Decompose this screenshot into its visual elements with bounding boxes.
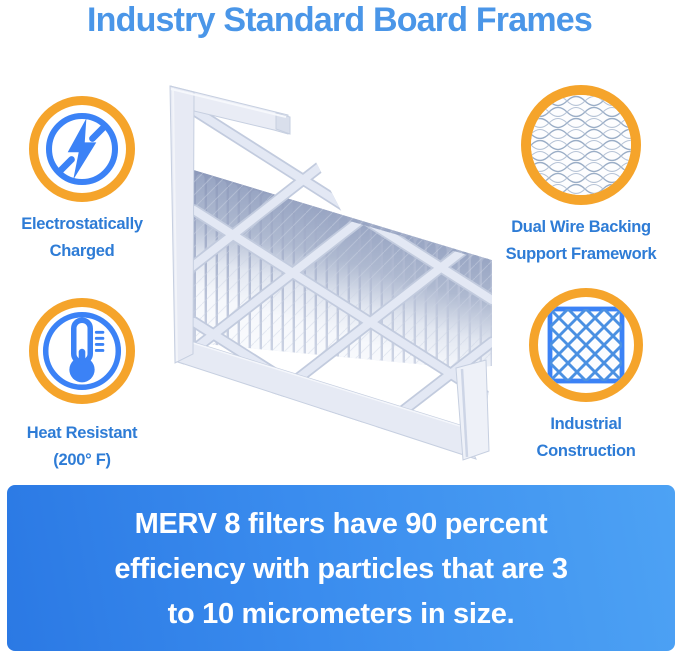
feature-label-line: Construction — [536, 442, 636, 460]
lightning-icon — [29, 96, 135, 202]
banner-line: efficiency with particles that are 3 — [114, 553, 568, 585]
banner-line: MERV 8 filters have 90 percent — [134, 508, 548, 540]
banner-line: to 10 micrometers in size. — [167, 598, 515, 630]
feature-dual-wire-backing: Dual Wire Backing Support Framework — [500, 85, 662, 268]
feature-label-line: Heat Resistant — [26, 424, 138, 442]
feature-label-line: Electrostatically — [21, 215, 143, 233]
feature-heat-resistant: Heat Resistant (200° F) — [4, 298, 160, 474]
lattice-grid-icon — [529, 288, 643, 402]
feature-industrial-construction: Industrial Construction — [505, 288, 667, 465]
page-title: Industry Standard Board Frames — [86, 1, 593, 39]
feature-label: Dual Wire Backing Support Framework — [500, 214, 662, 268]
thermometer-icon — [29, 298, 135, 404]
feature-label: Industrial Construction — [505, 411, 667, 465]
wire-mesh-icon — [521, 85, 641, 205]
feature-label-line: Charged — [49, 242, 115, 260]
board-frame — [169, 85, 490, 461]
info-banner: MERV 8 filters have 90 percent efficienc… — [7, 485, 675, 651]
feature-label-line: Industrial — [550, 415, 622, 433]
feature-electrostatically-charged: Electrostatically Charged — [4, 96, 160, 265]
product-image — [169, 85, 492, 461]
feature-label-line: Dual Wire Backing — [511, 218, 651, 236]
feature-label-line: (200° F) — [53, 451, 111, 469]
banner-text: MERV 8 filters have 90 percent efficienc… — [7, 502, 675, 637]
board-lattice — [170, 89, 492, 450]
feature-label: Electrostatically Charged — [4, 211, 160, 265]
feature-label: Heat Resistant (200° F) — [4, 420, 160, 474]
feature-label-line: Support Framework — [505, 245, 657, 263]
